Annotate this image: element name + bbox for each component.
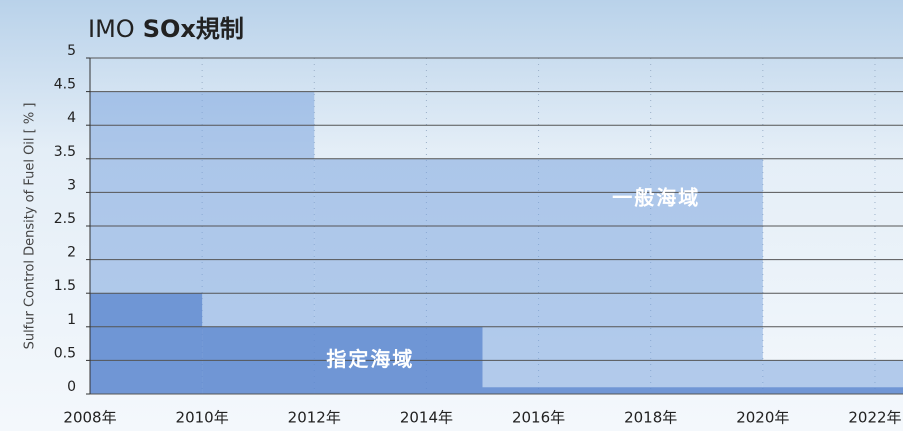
y-tick-label: 1 bbox=[67, 312, 76, 328]
y-tick-label: 0 bbox=[67, 379, 76, 395]
x-tick-label: 2012年 bbox=[288, 409, 341, 427]
x-tick-label: 2022年 bbox=[848, 409, 901, 427]
annotation: 一般海域 bbox=[612, 186, 700, 210]
y-tick-label: 2 bbox=[67, 245, 76, 261]
annotation: 指定海域 bbox=[326, 347, 414, 371]
x-tick-label: 2014年 bbox=[400, 409, 453, 427]
x-tick-label: 2010年 bbox=[176, 409, 229, 427]
x-tick-label: 2016年 bbox=[512, 409, 565, 427]
step-area bbox=[90, 293, 202, 394]
y-tick-label: 2.5 bbox=[54, 211, 76, 227]
y-tick-label: 1.5 bbox=[54, 278, 76, 294]
y-tick-label: 0.5 bbox=[54, 345, 76, 361]
chart-title: IMO SOx規制 bbox=[88, 15, 244, 43]
y-tick-label: 3 bbox=[67, 177, 76, 193]
y-tick-label: 4.5 bbox=[54, 77, 76, 93]
title-part: SOx規制 bbox=[143, 15, 244, 43]
chart: IMO SOx規制 Sulfur Control Density of Fuel … bbox=[0, 0, 903, 431]
y-tick-label: 5 bbox=[67, 43, 76, 59]
title-part: IMO bbox=[88, 15, 135, 43]
step-area bbox=[482, 387, 903, 394]
y-axis-label: Sulfur Control Density of Fuel Oil [ % ] bbox=[23, 103, 38, 350]
x-tick-label: 2020年 bbox=[736, 409, 789, 427]
y-tick-label: 4 bbox=[67, 110, 76, 126]
x-tick-label: 2018年 bbox=[624, 409, 677, 427]
y-tick-label: 3.5 bbox=[54, 144, 76, 160]
x-tick-label: 2008年 bbox=[63, 409, 116, 427]
